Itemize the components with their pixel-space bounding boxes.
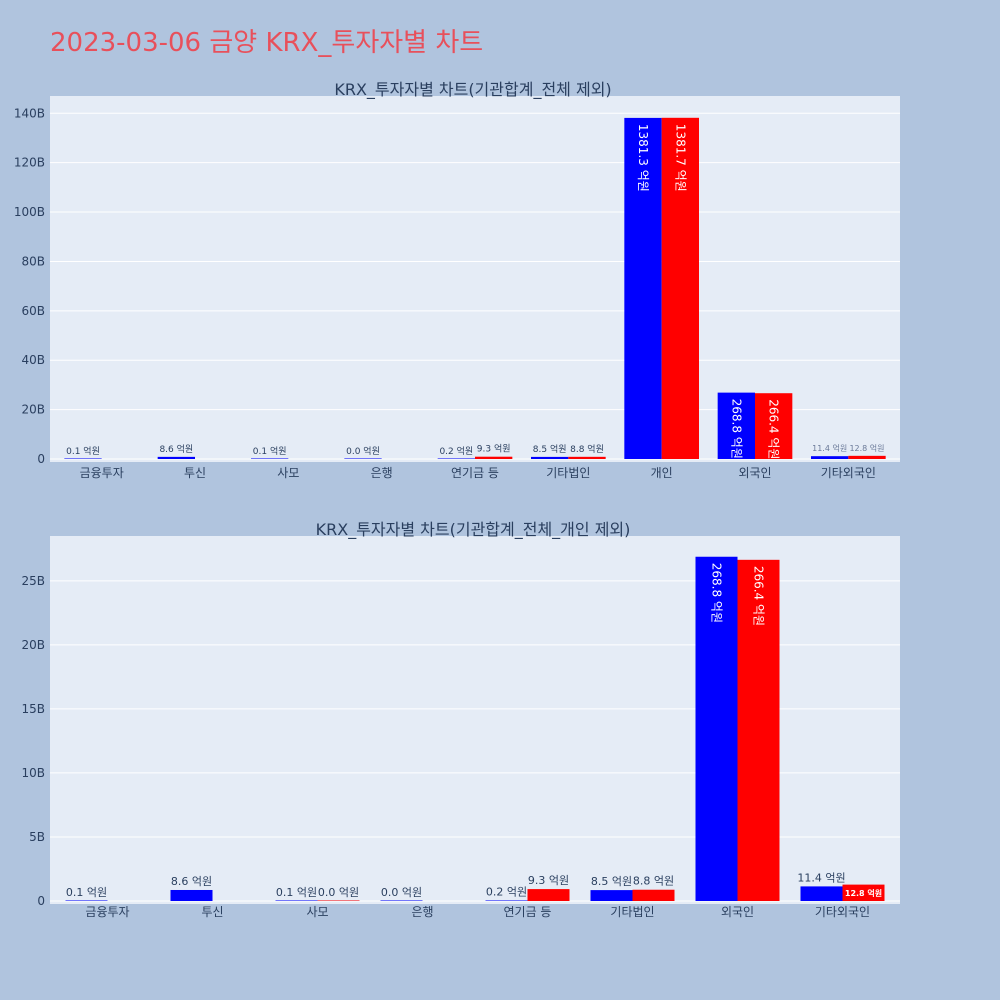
chart1-bar-sell [475, 456, 513, 459]
chart2-ytick-label: 25B [21, 574, 45, 588]
chart1-bar-buy [437, 458, 475, 459]
chart2-bar-buy [380, 900, 423, 901]
chart1-ytick-label: 100B [14, 205, 45, 219]
chart1-data-label: 0.2 억원 [439, 445, 473, 457]
chart2-data-label: 268.8 억원 [710, 563, 724, 623]
page-title: 2023-03-06 금양 KRX_투자자별 차트 [50, 28, 484, 58]
chart1-data-label: 1381.7 억원 [673, 124, 687, 192]
chart2-data-label: 12.8 억원 [845, 888, 882, 898]
chart1-bar-buy [64, 458, 102, 459]
chart2-ytick-label: 0 [37, 894, 45, 908]
chart1-data-label: 9.3 억원 [477, 443, 511, 455]
chart1-bar-buy [531, 456, 569, 459]
chart2-data-label: 0.0 억원 [318, 886, 359, 899]
chart2-data-label: 0.2 억원 [486, 886, 527, 899]
chart2-data-label: 11.4 억원 [797, 871, 845, 884]
chart2-bar-buy [275, 900, 318, 901]
chart1-ytick-label: 60B [21, 304, 45, 318]
chart2-data-label: 0.0 억원 [381, 886, 422, 899]
chart2-bar-buy [170, 889, 213, 901]
chart1-bar-sell [568, 456, 606, 459]
chart1-ytick-label: 140B [14, 106, 45, 120]
chart2-ytick-label: 15B [21, 702, 45, 716]
chart2-xtick-label: 사모 [306, 905, 328, 919]
chart2-xtick-label: 은행 [411, 904, 433, 919]
chart2-bar-sell [527, 889, 570, 901]
chart1-bar-buy [811, 456, 849, 459]
chart1-ytick-label: 120B [14, 156, 45, 170]
chart2-ytick-label: 10B [21, 766, 45, 780]
chart1-data-label: 0.0 억원 [346, 445, 380, 457]
chart1-data-label: 0.1 억원 [66, 445, 100, 457]
chart2-data-label: 0.1 억원 [276, 886, 317, 899]
chart2-bar-sell [632, 889, 675, 901]
chart1-xtick-label: 사모 [277, 466, 299, 480]
chart2-xtick-label: 연기금 등 [504, 905, 552, 919]
chart1-bar-buy [624, 117, 662, 459]
chart1-xtick-label: 은행 [371, 465, 393, 480]
chart2-bar-buy [485, 900, 528, 901]
chart2-ytick-label: 20B [21, 638, 45, 652]
chart1-xtick-label: 연기금 등 [451, 466, 499, 480]
chart1-data-label: 8.5 억원 [533, 443, 567, 455]
chart1-data-label: 11.4 억원 [812, 443, 847, 453]
chart1-bar-buy [344, 458, 382, 459]
chart1-xtick-label: 기타법인 [546, 466, 590, 480]
chart2-data-label: 8.8 억원 [633, 875, 674, 888]
chart1-xtick-label: 외국인 [738, 466, 771, 480]
chart1-ytick-label: 40B [21, 353, 45, 367]
chart2-title: KRX_투자자별 차트(기관합계_전체_개인 제외) [316, 520, 631, 540]
chart2-data-label: 8.6 억원 [171, 875, 212, 888]
chart2-xtick-label: 금융투자 [85, 905, 129, 919]
chart1-ytick-label: 0 [37, 452, 45, 466]
chart1-bar-sell [848, 455, 886, 459]
chart1-ytick-label: 20B [21, 403, 45, 417]
chart2-bar-sell [317, 900, 360, 901]
chart2-ytick-label: 5B [29, 830, 45, 844]
chart1-data-label: 266.4 억원 [767, 399, 781, 459]
chart1-xtick-label: 기타외국인 [821, 466, 876, 480]
chart2-bar-sell [737, 559, 780, 901]
chart2-data-label: 266.4 억원 [752, 566, 766, 626]
chart2-bar-buy [800, 886, 843, 901]
chart2-bar-sell [842, 884, 885, 901]
chart2-bar-buy [65, 900, 108, 901]
chart1-bar-buy [157, 456, 195, 459]
chart2-data-label: 8.5 억원 [591, 875, 632, 888]
chart2-xtick-label: 투신 [201, 905, 223, 919]
chart1-xtick-label: 금융투자 [80, 466, 124, 480]
chart1-data-label: 8.6 억원 [159, 443, 193, 455]
chart1-xtick-label: 개인 [651, 466, 673, 480]
chart2-xtick-label: 기타법인 [610, 905, 654, 919]
chart1-bar-buy [717, 392, 755, 459]
chart1-data-label: 12.8 억원 [849, 443, 884, 453]
chart1-data-label: 8.8 억원 [570, 443, 604, 455]
chart1-data-label: 268.8 억원 [729, 399, 743, 459]
chart2-xtick-label: 외국인 [721, 905, 754, 919]
chart1-xtick-label: 투신 [184, 466, 206, 480]
chart1-data-label: 0.1 억원 [253, 445, 287, 457]
chart2-bar-buy [695, 556, 738, 901]
chart2-data-label: 9.3 억원 [528, 874, 569, 887]
chart1-bar-sell [661, 117, 699, 460]
chart2-data-label: 0.1 억원 [66, 886, 107, 899]
chart1-bar-sell [755, 393, 793, 459]
chart2-bar-buy [590, 890, 633, 901]
chart1-bar-buy [251, 458, 289, 459]
chart1-ytick-label: 80B [21, 254, 45, 268]
chart1-title: KRX_투자자별 차트(기관합계_전체 제외) [334, 80, 611, 100]
chart1-data-label: 1381.3 억원 [636, 124, 650, 192]
chart2-xtick-label: 기타외국인 [815, 905, 870, 919]
